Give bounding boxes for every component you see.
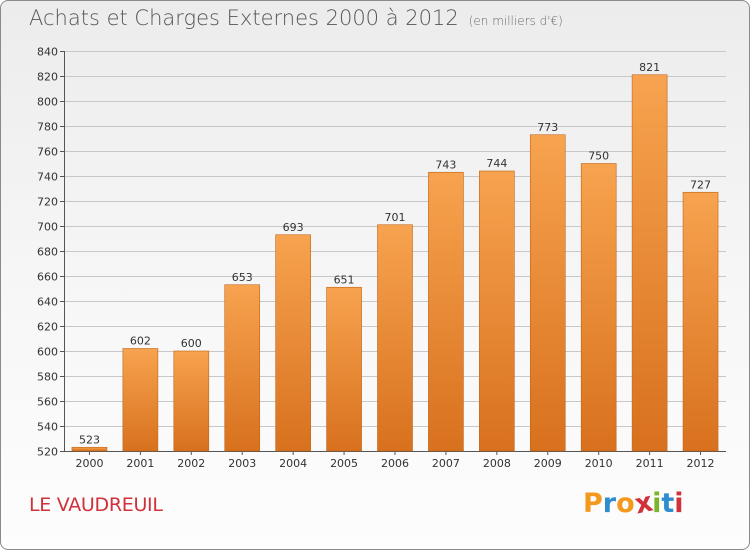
data-label: 750	[588, 150, 609, 163]
y-tick-label: 680	[37, 246, 58, 259]
axes: 520 540 560 580 600 620 640 660 680 700 720 740 760 7…	[37, 46, 726, 470]
bar	[631, 74, 668, 452]
x-tick-label: 2009	[534, 457, 562, 470]
x-tick-label: 2007	[432, 457, 460, 470]
bar	[682, 191, 719, 452]
logo-letter: r	[602, 488, 617, 519]
data-label: 651	[334, 273, 355, 286]
bar	[122, 348, 159, 452]
y-tick-label: 620	[37, 321, 58, 334]
chart-title-text: Achats et Charges Externes 2000 à 2012	[29, 6, 459, 30]
data-label: 653	[232, 271, 253, 284]
y-tick-label: 800	[37, 96, 58, 109]
y-tick-label: 600	[37, 346, 58, 359]
x-tick-label: 2005	[330, 457, 358, 470]
data-label: 773	[537, 121, 558, 134]
logo-letter: o	[616, 488, 635, 519]
data-label: 701	[385, 211, 406, 224]
y-tick-label: 580	[37, 371, 58, 384]
logo-letter: t	[661, 488, 675, 519]
chart-title: Achats et Charges Externes 2000 à 2012 (e…	[29, 6, 563, 30]
bar	[377, 224, 413, 452]
data-label: 523	[79, 433, 100, 446]
bar	[173, 350, 210, 452]
data-label: 727	[690, 178, 711, 191]
bar	[428, 171, 464, 452]
y-tick-label: 640	[37, 296, 58, 309]
x-tick-label: 2001	[126, 457, 154, 470]
x-tick-label: 2012	[687, 457, 715, 470]
y-tick-label: 560	[37, 396, 58, 409]
x-tick-label: 2011	[636, 457, 664, 470]
x-tick-label: 2003	[228, 457, 256, 470]
data-label: 744	[486, 157, 507, 170]
bars	[71, 74, 719, 452]
bar	[275, 234, 311, 452]
logo-letter: i	[652, 488, 662, 519]
data-label: 602	[130, 335, 151, 348]
data-label: 821	[639, 61, 660, 74]
y-tick-label: 740	[37, 171, 58, 184]
commune-name: LE VAUDREUIL	[29, 494, 163, 516]
y-tick-label: 780	[37, 121, 58, 134]
y-tick-label: 540	[37, 421, 58, 434]
y-tick-label: 520	[37, 446, 58, 459]
y-tick-label: 820	[37, 71, 58, 84]
x-tick-label: 2008	[483, 457, 511, 470]
bar	[326, 286, 362, 452]
bar	[71, 446, 108, 452]
y-tick-label: 720	[37, 196, 58, 209]
x-tick-label: 2004	[279, 457, 307, 470]
bar	[580, 163, 617, 452]
y-tick-label: 760	[37, 146, 58, 159]
x-tick-label: 2006	[381, 457, 409, 470]
y-tick-label: 840	[37, 46, 58, 59]
logo-letter: P	[583, 488, 603, 519]
x-tick-label: 2000	[75, 457, 103, 470]
proxiti-logo[interactable]: Proxiti	[583, 487, 684, 521]
bar	[529, 134, 566, 452]
bar	[479, 170, 515, 452]
y-tick-label: 660	[37, 271, 58, 284]
bar	[224, 284, 261, 452]
logo-letter: i	[674, 488, 684, 519]
x-tick-label: 2010	[585, 457, 613, 470]
data-label: 693	[283, 221, 304, 234]
y-tick-label: 700	[37, 221, 58, 234]
data-labels: 523 602 600 653 693 651 701 743 744 773 750 821 727	[79, 61, 711, 447]
data-label: 600	[181, 337, 202, 350]
chart-subtitle: (en milliers d'€)	[468, 14, 563, 28]
data-label: 743	[435, 158, 456, 171]
x-tick-label: 2002	[177, 457, 205, 470]
